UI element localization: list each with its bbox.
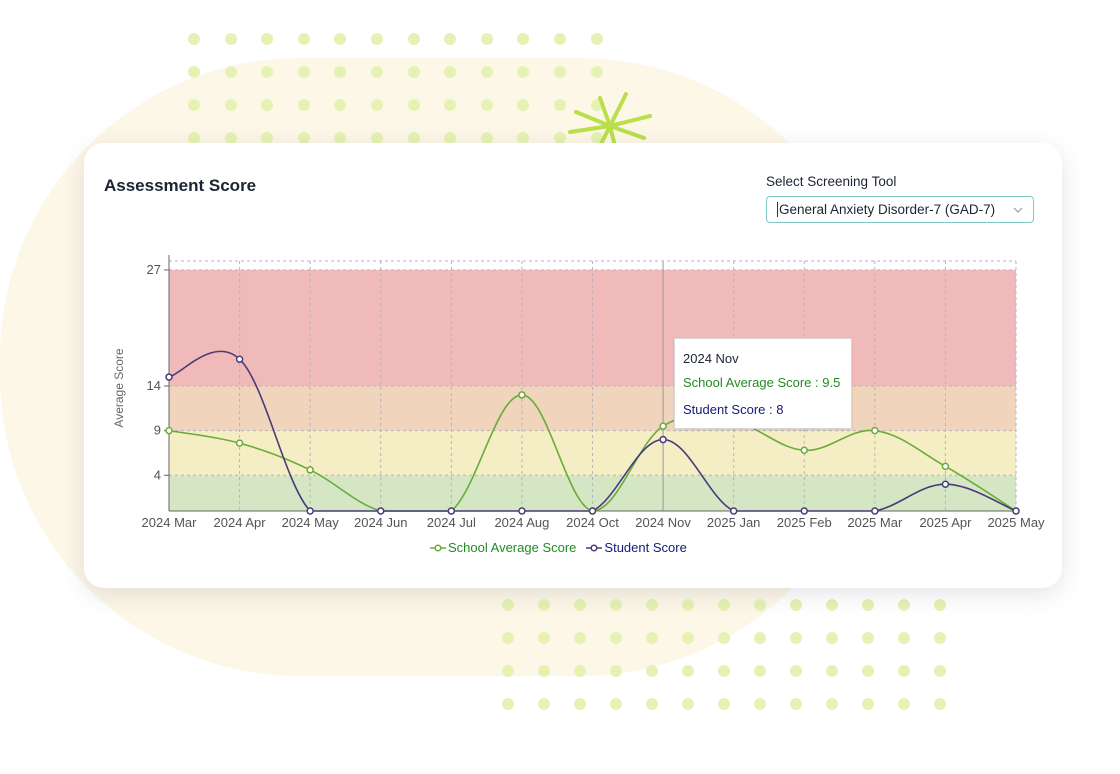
legend-school-label: School Average Score bbox=[448, 540, 577, 555]
data-point[interactable] bbox=[235, 355, 244, 363]
data-point[interactable] bbox=[306, 466, 314, 474]
data-point[interactable] bbox=[165, 426, 173, 435]
legend-item-student[interactable]: Student Score bbox=[586, 540, 687, 555]
screening-tool-label: Select Screening Tool bbox=[766, 174, 897, 189]
legend-school-marker-icon bbox=[430, 543, 446, 552]
tooltip-school-score: School Average Score : 9.5 bbox=[683, 375, 841, 390]
y-tick-label: 27 bbox=[147, 262, 161, 277]
data-point[interactable] bbox=[518, 391, 526, 399]
screening-tool-select[interactable]: General Anxiety Disorder-7 (GAD-7) bbox=[766, 196, 1034, 223]
chevron-down-icon bbox=[1013, 207, 1023, 213]
data-point[interactable] bbox=[800, 507, 808, 515]
x-tick-label: 2024 Mar bbox=[142, 515, 198, 530]
data-point[interactable] bbox=[377, 507, 385, 515]
data-point[interactable] bbox=[306, 507, 314, 515]
data-point[interactable] bbox=[235, 439, 244, 447]
assessment-score-card: Assessment Score Select Screening Tool G… bbox=[84, 143, 1062, 588]
data-point[interactable] bbox=[800, 446, 808, 455]
chart-tooltip: 2024 Nov School Average Score : 9.5 Stud… bbox=[674, 338, 852, 429]
card-title: Assessment Score bbox=[104, 176, 257, 195]
x-tick-label: 2024 Oct bbox=[566, 515, 619, 530]
x-tick-label: 2024 Aug bbox=[494, 515, 549, 530]
data-point[interactable] bbox=[871, 426, 879, 435]
y-tick-label: 14 bbox=[147, 378, 161, 393]
y-tick-label: 4 bbox=[154, 467, 161, 482]
decorative-dots-bottom bbox=[502, 599, 946, 710]
data-point[interactable] bbox=[659, 422, 667, 430]
data-point[interactable] bbox=[659, 435, 667, 444]
data-point[interactable] bbox=[1012, 507, 1020, 515]
x-tick-label: 2024 Jun bbox=[354, 515, 408, 530]
data-point[interactable] bbox=[518, 507, 526, 515]
x-tick-label: 2025 Feb bbox=[777, 515, 832, 530]
legend-item-school[interactable]: School Average Score bbox=[430, 540, 576, 555]
sparkle-icon bbox=[568, 92, 652, 160]
tooltip-title: 2024 Nov bbox=[683, 351, 739, 366]
decorative-dots-top bbox=[188, 33, 603, 144]
x-tick-label: 2025 Apr bbox=[919, 515, 972, 530]
data-point[interactable] bbox=[941, 462, 950, 471]
data-point[interactable] bbox=[941, 480, 950, 488]
x-tick-label: 2024 May bbox=[282, 515, 340, 530]
data-point[interactable] bbox=[871, 507, 879, 515]
legend-student-label: Student Score bbox=[604, 540, 687, 555]
data-point[interactable] bbox=[729, 507, 738, 515]
tooltip-student-score: Student Score : 8 bbox=[683, 402, 784, 417]
x-tick-label: 2025 Mar bbox=[847, 515, 903, 530]
assessment-chart: 4 9 14 27 2024 Mar 2024 Apr 2024 May 2024 Jun 2… bbox=[112, 255, 1045, 530]
x-tick-label: 2025 Jan bbox=[707, 515, 761, 530]
data-point[interactable] bbox=[447, 507, 456, 515]
y-tick-label: 9 bbox=[154, 423, 161, 438]
x-tick-label: 2024 Apr bbox=[214, 515, 267, 530]
data-point[interactable] bbox=[165, 373, 173, 381]
data-point[interactable] bbox=[588, 507, 597, 515]
x-tick-label: 2024 Jul bbox=[427, 515, 476, 530]
screening-tool-value: General Anxiety Disorder-7 (GAD-7) bbox=[777, 202, 996, 217]
legend-student-marker-icon bbox=[586, 543, 603, 552]
y-axis-label: Average Score bbox=[112, 348, 126, 427]
x-tick-label: 2024 Nov bbox=[635, 515, 691, 530]
band-0 bbox=[169, 475, 1016, 511]
x-tick-label: 2025 May bbox=[987, 515, 1045, 530]
chart-legend: School Average Score Student Score bbox=[430, 540, 687, 555]
